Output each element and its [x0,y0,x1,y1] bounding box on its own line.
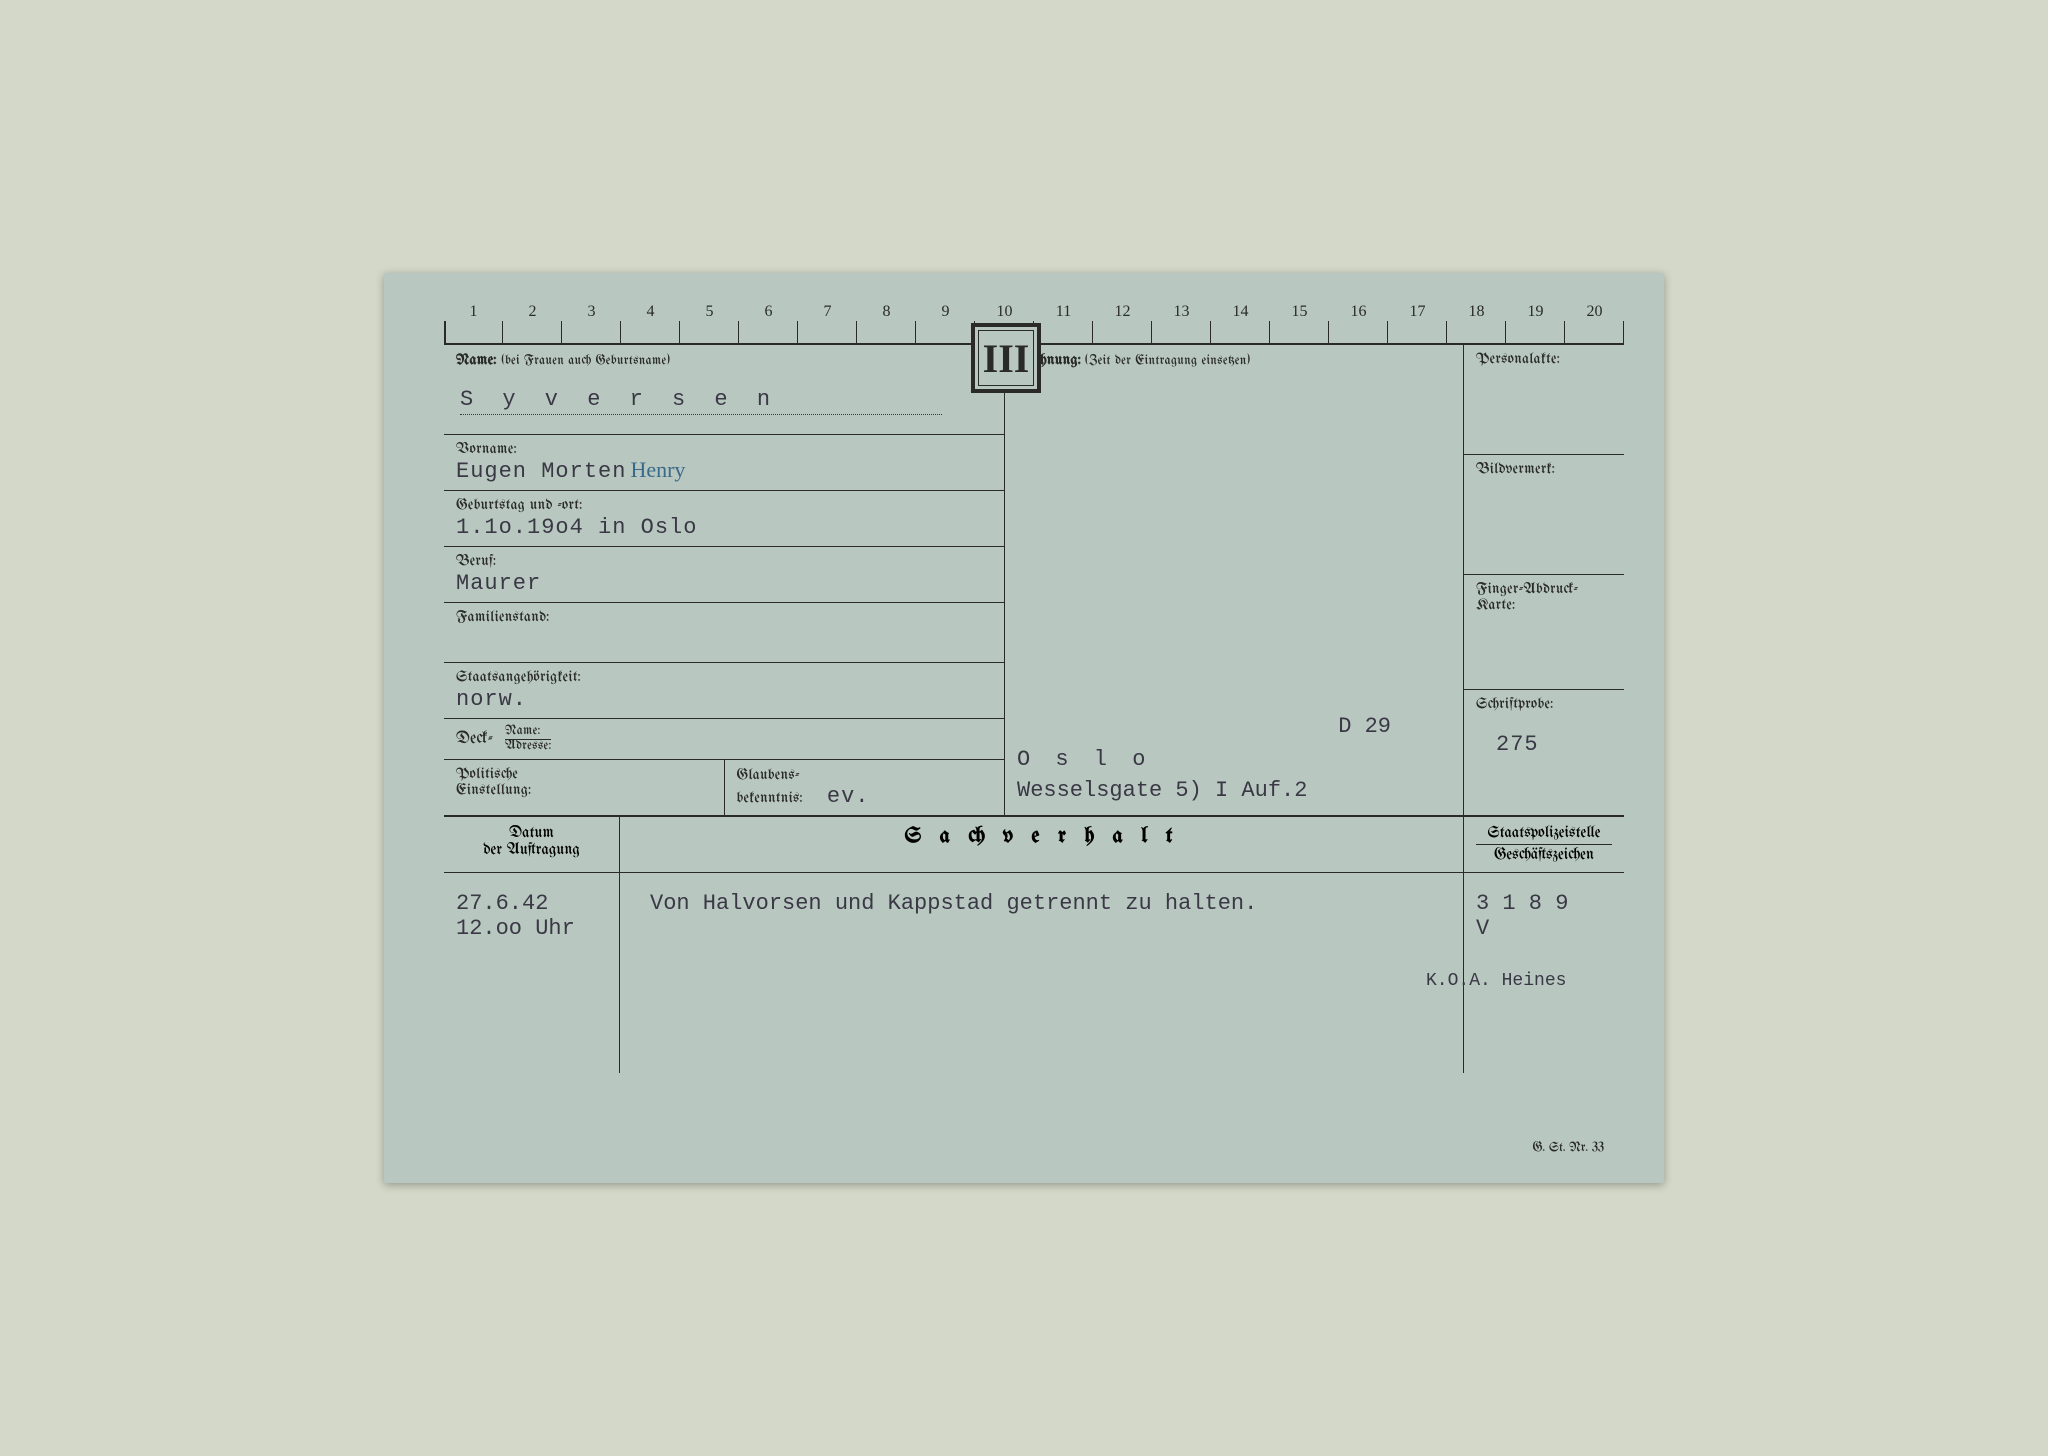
glaub-field: Glaubens- bekenntnis: ev. [725,760,1005,815]
ruler-mark: 20 [1565,303,1624,343]
stamp-text: III [983,335,1030,382]
bild-label: Bildvermerk: [1476,461,1612,477]
name-field: Name: (bei Frauen auch Geburtsname) S y … [444,345,1004,435]
wohnung-addr: Wesselsgate 5) I Auf.2 [1017,778,1451,803]
polit-field: Politische Einstellung: [444,760,725,815]
deck-label: Deck- [456,731,493,748]
ruler-mark: 7 [798,303,857,343]
finger-label2: Karte: [1476,597,1612,613]
name-value: S y v e r s e n [460,387,778,412]
beruf-field: Beruf: Maurer [444,547,1004,603]
wohnung-hint: (Zeit der Eintragung einsetzen) [1085,355,1250,368]
ruler-mark: 14 [1211,303,1270,343]
wohnung-city: O s l o [1017,747,1451,772]
vorname-label: Vorname: [456,441,992,457]
entry-date: 27.6.42 12.oo Uhr [444,873,619,1073]
vorname-field: Vorname: Eugen Morten Henry [444,435,1004,491]
ruler-mark: 2 [503,303,562,343]
polit-label2: Einstellung: [456,782,712,798]
finger-label1: Finger-Abdruck- [1476,581,1612,597]
vorname-value: Eugen Morten [456,459,626,484]
staat-value: norw. [456,687,992,712]
beruf-value: Maurer [456,571,992,596]
ruler-mark: 8 [857,303,916,343]
ruler-mark: 17 [1388,303,1447,343]
geburt-field: Geburtstag und -ort: 1.1o.19o4 in Oslo [444,491,1004,547]
ruler-mark: 4 [621,303,680,343]
sachverhalt-header: S a ch v e r h a l t [619,817,1464,872]
deck-adresse-label: Adresse: [505,740,551,753]
ruler-mark: 1 [444,303,503,343]
glaub-value: ev. [827,784,870,809]
bottom-entry-row: 27.6.42 12.oo Uhr Von Halvorsen und Kapp… [444,873,1624,1073]
entry-text: Von Halvorsen und Kappstad getrennt zu h… [619,873,1464,1073]
finger-field: Finger-Abdruck- Karte: [1464,575,1624,690]
ruler-mark: 11 [1034,303,1093,343]
staatspolizei-header: Staatspolizeistelle Geschäftszeichen [1464,817,1624,872]
name-hint: (bei Frauen auch Geburtsname) [501,355,670,368]
ruler-mark: 6 [739,303,798,343]
schrift-field: Schriftprobe: 275 [1464,690,1624,763]
staat-label: Staatsangehörigkeit: [456,669,992,685]
geburt-label: Geburtstag und -ort: [456,497,992,513]
deck-name-label: Name: [505,725,551,740]
bild-field: Bildvermerk: [1464,455,1624,575]
name-label: Name: [456,352,501,368]
ruler-mark: 13 [1152,303,1211,343]
form-number: G. St. Nr. 33 [1533,1142,1604,1155]
bottom-header-row: Datum der Auftragung S a ch v e r h a l … [444,817,1624,873]
familien-field: Familienstand: [444,603,1004,663]
entry-ref: 3 1 8 9 V K.O.A. Heines [1464,873,1624,1073]
staat-field: Staatsangehörigkeit: norw. [444,663,1004,719]
ruler-mark: 12 [1093,303,1152,343]
main-grid: Name: (bei Frauen auch Geburtsname) S y … [444,343,1624,817]
schrift-value: 275 [1496,732,1612,757]
geburt-value: 1.1o.19o4 in Oslo [456,515,992,540]
polit-glaub-row: Politische Einstellung: Glaubens- bekenn… [444,760,1004,815]
glaub-label1: Glaubens- [737,767,800,783]
beruf-label: Beruf: [456,553,992,569]
ruler-mark: 19 [1506,303,1565,343]
wohnung-d: D 29 [1017,714,1451,739]
ruler-mark: 16 [1329,303,1388,343]
personal-label: Personalakte: [1476,351,1612,367]
ruler-mark: 3 [562,303,621,343]
record-card: 1 2 3 4 5 6 7 8 9 10 11 12 13 14 15 16 1… [384,273,1664,1183]
personal-field: Personalakte: [1464,345,1624,455]
deck-field: Deck- Name: Adresse: [444,719,1004,760]
wohnung-field: Wohnung: (Zeit der Eintragung einsetzen)… [1005,345,1463,815]
datum-header: Datum der Auftragung [444,817,619,872]
ruler-mark: 15 [1270,303,1329,343]
schrift-label: Schriftprobe: [1476,696,1612,712]
ruler-mark: 9 [916,303,975,343]
polit-label1: Politische [456,766,712,782]
glaub-label2: bekenntnis: [737,790,803,806]
ruler-mark: 5 [680,303,739,343]
category-stamp: III [971,323,1041,393]
ruler-mark: 18 [1447,303,1506,343]
vorname-handwritten: Henry [630,457,685,482]
familien-label: Familienstand: [456,609,992,625]
